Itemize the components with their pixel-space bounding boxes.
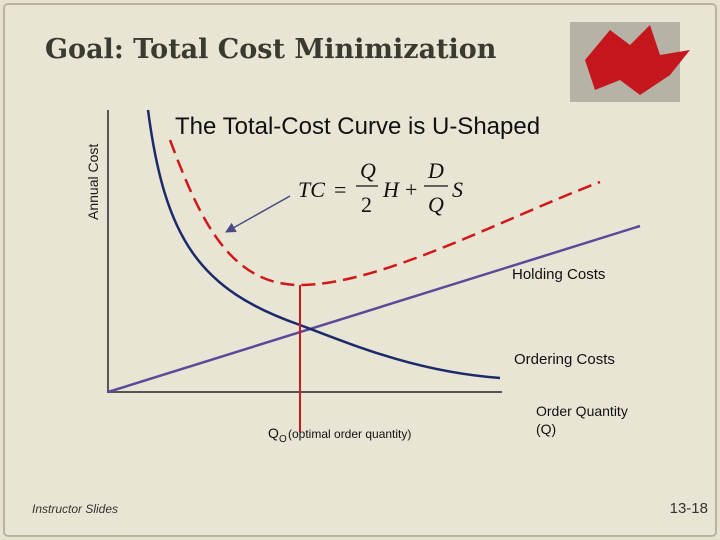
q-label: Q — [268, 425, 279, 441]
formula-den: Q — [428, 192, 444, 217]
x-axis-label: Order Quantity — [536, 403, 628, 419]
formula-plus: + — [405, 177, 417, 202]
formula-den: 2 — [361, 192, 372, 217]
ordering-cost-curve — [146, 109, 501, 380]
x-axis-label: (Q) — [536, 421, 556, 437]
ordering-label: Ordering Costs — [514, 351, 615, 368]
heading: The Total-Cost Curve is U-Shaped — [175, 113, 540, 140]
slide-title: Goal: Total Cost Minimization — [45, 34, 497, 65]
arrow — [225, 195, 291, 233]
formula-lhs: TC — [298, 177, 325, 202]
q-subscript: O — [279, 434, 287, 445]
optimal-label: (optimal order quantity) — [288, 427, 411, 441]
holding-label: Holding Costs — [512, 266, 605, 283]
leaf — [585, 25, 690, 95]
formula-num: Q — [360, 158, 376, 183]
footer-left: Instructor Slides — [32, 502, 118, 516]
formula-var: H — [382, 177, 400, 202]
holding-cost-line — [107, 224, 641, 394]
formula: TC = Q 2 H + D Q S — [298, 158, 463, 217]
formula-var: S — [452, 177, 463, 202]
total-cost-curve — [168, 139, 601, 287]
formula-equals: = — [334, 177, 346, 202]
leaf-image — [570, 22, 690, 102]
footer-right: 13-18 — [670, 500, 708, 517]
slide-frame — [3, 3, 717, 537]
formula-num: D — [427, 158, 444, 183]
y-axis-label: Annual Cost — [85, 144, 101, 220]
